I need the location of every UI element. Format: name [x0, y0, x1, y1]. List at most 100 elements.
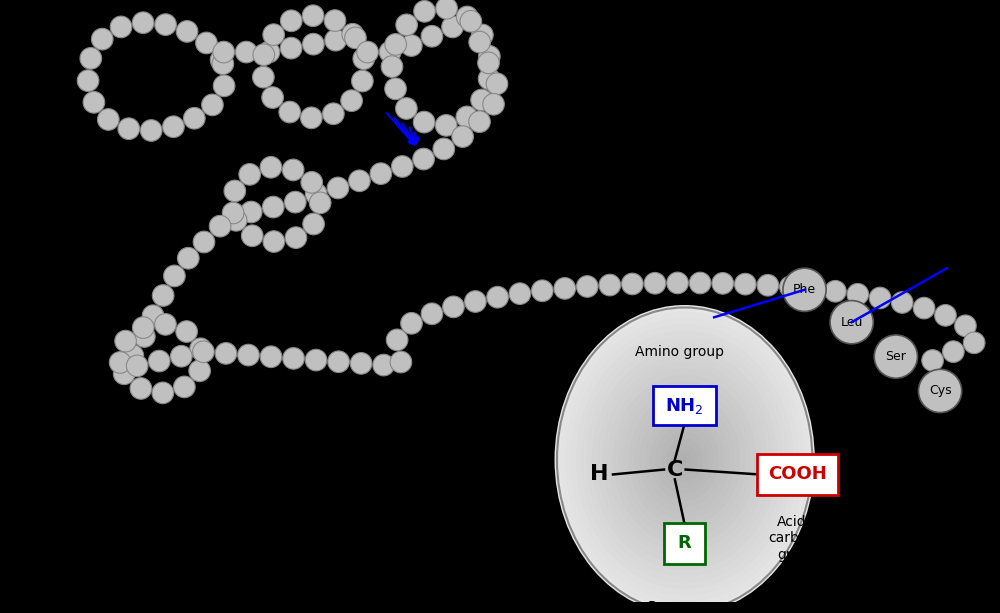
Circle shape — [262, 87, 283, 109]
Circle shape — [301, 172, 323, 193]
Circle shape — [830, 300, 873, 344]
Circle shape — [239, 164, 260, 185]
Circle shape — [260, 156, 282, 178]
Circle shape — [283, 348, 304, 369]
Circle shape — [253, 66, 274, 88]
Circle shape — [554, 278, 576, 299]
Circle shape — [109, 352, 131, 373]
Ellipse shape — [565, 318, 804, 602]
Circle shape — [280, 10, 302, 32]
Circle shape — [373, 354, 394, 376]
Circle shape — [184, 107, 205, 129]
Circle shape — [460, 10, 482, 32]
Circle shape — [435, 115, 457, 136]
Circle shape — [825, 281, 846, 302]
Circle shape — [413, 148, 434, 170]
Circle shape — [456, 106, 478, 128]
Circle shape — [350, 352, 372, 374]
Circle shape — [309, 192, 331, 214]
Text: R: R — [678, 534, 692, 552]
Circle shape — [352, 70, 373, 92]
Circle shape — [209, 215, 231, 237]
Circle shape — [164, 265, 185, 287]
Circle shape — [110, 16, 132, 38]
Ellipse shape — [650, 419, 719, 500]
Circle shape — [260, 346, 282, 368]
Circle shape — [478, 52, 499, 74]
Circle shape — [381, 56, 403, 77]
Circle shape — [155, 314, 176, 335]
Circle shape — [341, 90, 362, 112]
Circle shape — [98, 109, 119, 131]
Text: C: C — [667, 460, 683, 479]
Ellipse shape — [640, 406, 730, 513]
Circle shape — [305, 349, 327, 371]
Circle shape — [465, 291, 486, 312]
Circle shape — [118, 118, 140, 140]
Circle shape — [215, 343, 237, 364]
Circle shape — [132, 317, 154, 338]
Circle shape — [469, 31, 490, 53]
Circle shape — [115, 330, 136, 352]
Ellipse shape — [645, 413, 724, 506]
Circle shape — [176, 21, 198, 42]
Circle shape — [323, 103, 344, 124]
Circle shape — [155, 14, 176, 36]
Ellipse shape — [656, 425, 714, 494]
Circle shape — [918, 370, 962, 413]
Circle shape — [487, 286, 508, 308]
Circle shape — [163, 116, 184, 137]
Circle shape — [735, 273, 756, 295]
Circle shape — [370, 163, 392, 185]
Circle shape — [644, 272, 666, 294]
FancyBboxPatch shape — [653, 386, 716, 425]
Circle shape — [955, 315, 976, 337]
Circle shape — [142, 305, 164, 327]
Circle shape — [342, 23, 364, 45]
Circle shape — [414, 1, 435, 22]
Circle shape — [436, 0, 457, 19]
Circle shape — [379, 41, 401, 63]
Circle shape — [469, 111, 490, 132]
Circle shape — [238, 345, 259, 366]
Circle shape — [421, 303, 443, 324]
Circle shape — [302, 5, 324, 26]
Circle shape — [783, 268, 826, 311]
Circle shape — [689, 272, 711, 294]
Circle shape — [780, 276, 801, 298]
Circle shape — [303, 213, 324, 235]
Circle shape — [869, 287, 891, 309]
Circle shape — [241, 225, 263, 246]
Circle shape — [509, 283, 531, 305]
FancyBboxPatch shape — [757, 454, 838, 495]
Circle shape — [802, 278, 824, 300]
Circle shape — [401, 35, 422, 56]
Circle shape — [224, 180, 246, 202]
Circle shape — [349, 170, 370, 192]
Circle shape — [471, 89, 492, 111]
Ellipse shape — [661, 432, 708, 487]
Circle shape — [213, 75, 235, 97]
Circle shape — [327, 177, 349, 199]
Circle shape — [213, 41, 235, 63]
Circle shape — [189, 360, 210, 381]
Circle shape — [77, 70, 99, 91]
Circle shape — [171, 346, 192, 367]
Circle shape — [324, 10, 346, 31]
Ellipse shape — [597, 356, 772, 564]
Circle shape — [196, 32, 217, 54]
Ellipse shape — [677, 451, 692, 468]
Circle shape — [576, 276, 598, 297]
Circle shape — [757, 275, 779, 296]
Ellipse shape — [613, 375, 756, 544]
Circle shape — [193, 231, 215, 253]
Ellipse shape — [682, 457, 687, 462]
Circle shape — [190, 338, 211, 360]
Text: Ser: Ser — [885, 350, 906, 363]
Circle shape — [433, 138, 455, 160]
Circle shape — [472, 24, 493, 46]
Circle shape — [193, 341, 214, 362]
Text: Cys: Cys — [929, 384, 951, 397]
Circle shape — [134, 326, 155, 348]
Circle shape — [442, 16, 463, 38]
